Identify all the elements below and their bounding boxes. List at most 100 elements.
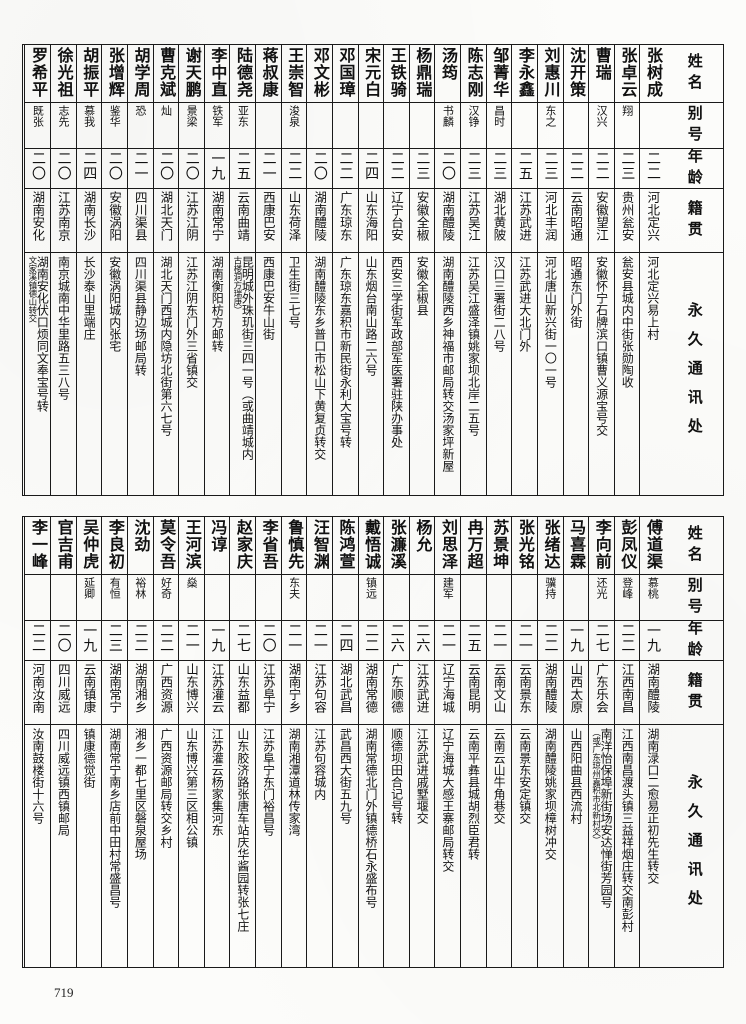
row-header-column: 姓名 别号 年龄 籍贯 永久通讯处 xyxy=(665,45,723,495)
person-age: 二三 xyxy=(491,151,508,181)
person-column[interactable]: 王铁骑 二二 辽宁台安 西安三学街军政部军医署驻陕办事处 xyxy=(383,45,409,495)
person-column[interactable]: 刘惠川 东之 二三 河北丰润 河北唐山新兴街一〇一号 xyxy=(536,45,563,495)
person-origin: 湖北黄陂 xyxy=(491,191,507,241)
person-column[interactable]: 宋元白 二四 山东海阳 山东烟台南山路二六号 xyxy=(357,45,384,495)
person-column[interactable]: 邓国璋 二二 广东琼东 广东琼东嘉积市新民街永利大宝号转 xyxy=(331,45,358,495)
person-column[interactable]: 戴悟诚 镇远 二二 湖南常德 湖南常德北门外镇德桥石永盛布号 xyxy=(357,517,384,967)
person-alias-cell xyxy=(256,103,281,149)
person-age: 二三 xyxy=(465,151,482,181)
person-origin-cell: 湖北武昌 xyxy=(332,661,358,725)
person-column[interactable]: 张增辉 鉴华 二〇 安徽涡阳 安徽涡阳城内张宅 xyxy=(101,45,127,495)
person-origin-cell: 江苏灌云 xyxy=(204,661,230,725)
person-column[interactable]: 王河滨燊二一 山东博兴 山东博兴第三区相公镇 xyxy=(178,517,204,967)
person-column[interactable]: 李省吾 二〇 江苏阜宁 江苏阜宁东门裕昌号 xyxy=(255,517,281,967)
person-origin-cell: 湖南长沙 xyxy=(76,189,102,253)
person-address-cell: 昭通东门外街 xyxy=(564,253,589,495)
person-name: 吴仲虎 xyxy=(80,519,100,570)
person-alias-cell xyxy=(256,575,281,621)
person-column[interactable]: 胡学周恐二一 四川渠县 四川渠县静边场邮局转 xyxy=(126,45,153,495)
person-name-cell: 杨允 xyxy=(409,517,435,575)
person-column[interactable]: 冯谆 一九 江苏灌云 江苏灌云杨家集河东 xyxy=(203,517,230,967)
person-origin-cell: 湖南常宁 xyxy=(204,189,230,253)
person-name: 曹瑞 xyxy=(592,47,612,81)
person-alias: 昌时 xyxy=(492,105,506,127)
person-column[interactable]: 汪智渊 二一 江苏句容 江苏句容城内 xyxy=(306,517,332,967)
person-column[interactable]: 李良初 有恒 二三 湖南常宁 湖南常宁南乡店前中田村常盛昌号 xyxy=(101,517,127,967)
person-alias-cell xyxy=(512,103,537,149)
person-column[interactable]: 官吉甫 二〇 四川威远 四川威远镇西镇邮局 xyxy=(50,517,76,967)
person-address-line2: 古楼洞方瑞庚） xyxy=(231,256,242,315)
person-column[interactable]: 蒋叔康 二一 西康巴安 西康巴安牛山街 xyxy=(255,45,281,495)
person-column[interactable]: 汤筠 书麟 二〇 湖南醴陵 湖南醴陵西乡神福市邮局转交汤家坪新屋 xyxy=(434,45,460,495)
row-header-alias: 别号 xyxy=(665,103,723,149)
person-address: 湖南醴陵西乡神福市邮局转交汤家坪新屋 xyxy=(440,256,455,472)
person-address: 山西阳曲县西流村 xyxy=(569,728,584,824)
person-age-cell: 二一 xyxy=(281,621,307,661)
person-alias: 汉兴 xyxy=(595,105,609,127)
person-address: 安徽全椒县 xyxy=(415,256,430,316)
person-column[interactable]: 胡振平 慕我 二四 湖南长沙 长沙泰山里端庄 xyxy=(75,45,102,495)
person-alias-cell xyxy=(332,575,358,621)
person-column[interactable]: 莫令吾 好奇 二二 广西资源 广西资源邮局转交乡村 xyxy=(152,517,179,967)
person-column[interactable]: 马喜霖 一九 山西太原 山西阳曲县西流村 xyxy=(562,517,589,967)
person-column[interactable]: 张绪达 骥持 二二 湖南醴陵 湖南醴陵姚家坝樟树冲交 xyxy=(536,517,563,967)
person-column[interactable]: 邓文彬 二〇 湖南醴陵 湖南醴陵东乡普口市松山下黄复贞转交 xyxy=(306,45,332,495)
person-column[interactable]: 张光铭 二一 云南景东 云南景东安定镇交 xyxy=(511,517,537,967)
person-age-cell: 二一 xyxy=(307,621,332,661)
person-age: 二一 xyxy=(286,623,303,653)
person-alias: 翔 xyxy=(620,105,634,116)
person-column[interactable]: 罗希平 既张 二〇 湖南安化 湖南安化伏口烦同文奉宝号转 文家溪镇德山转交 xyxy=(24,45,50,495)
person-column[interactable]: 陈鸿萱 二四 湖北武昌 武昌西大街五九号 xyxy=(331,517,358,967)
person-origin: 云南文山 xyxy=(491,663,507,713)
person-column[interactable]: 谢天鹏 景梁 二〇 江苏江阴 江苏江阴东门外三省镇交 xyxy=(178,45,204,495)
row-header-age: 年龄 xyxy=(665,621,723,661)
person-origin-cell: 湖南醴陵 xyxy=(307,189,332,253)
person-name: 张濂溪 xyxy=(387,519,407,570)
person-address: 河北定兴易上村 xyxy=(645,256,660,340)
person-address-cell: 南洋怡保埠新街场安达惮街芳园号 （或广东琼州嘉积市北新村交） xyxy=(589,725,614,967)
person-column[interactable]: 沈劲 裕林 二二 湖南湘乡 湘乡一都七里区磐泉屋场 xyxy=(126,517,153,967)
person-address-cell: 湖南安化伏口烦同文奉宝号转 文家溪镇德山转交 xyxy=(25,253,50,495)
person-column[interactable]: 陆德尧 亚东 二五 云南曲靖 昆明城外珠玑街三四一号（或曲靖城内 古楼洞方瑞庚） xyxy=(229,45,255,495)
person-column[interactable]: 李中直 铁军 一九 湖南常宁 湖南衡阳枋方邮转 xyxy=(203,45,230,495)
person-column[interactable]: 陈志刚 汉铮 二三 江苏吴江 江苏吴江盛泽镇姚家坝北岸二五号 xyxy=(460,45,486,495)
person-origin: 四川渠县 xyxy=(132,191,148,241)
person-column[interactable]: 李一峰 二二 河南汝南 汝南鼓楼街十六号 xyxy=(24,517,50,967)
row-header-label: 年龄 xyxy=(685,149,704,189)
person-column[interactable]: 张树成 二二 河北定兴 河北定兴易上村 xyxy=(639,45,665,495)
person-alias: 志先 xyxy=(57,105,71,127)
person-origin: 广东顺德 xyxy=(388,663,404,713)
person-column[interactable]: 王崇智 浚泉 二二 山东荷泽 卫生街三七号 xyxy=(280,45,307,495)
person-column[interactable]: 赵家庆 二七 山东益都 山东胶济路张唐车站庆华酱园转张七庄 xyxy=(229,517,255,967)
person-age-cell: 二二 xyxy=(281,149,307,189)
person-name-cell: 汤筠 xyxy=(435,45,460,103)
person-origin-cell: 山东益都 xyxy=(230,661,255,725)
person-column[interactable]: 杨鼎瑞 二三 安徽全椒 安徽全椒县 xyxy=(408,45,435,495)
person-column[interactable]: 鲁慎先 东夫 二一 湖南宁乡 湖南湘潭道林传家湾 xyxy=(280,517,307,967)
person-name: 宋元白 xyxy=(362,47,382,98)
person-column[interactable]: 张卓云翔二三 贵州瓮安 瓮安县城内中街张勋陶收 xyxy=(613,45,640,495)
person-column[interactable]: 邹菁华 昌时 二三 湖北黄陂 汉口三署街二八号 xyxy=(485,45,512,495)
person-age: 二二 xyxy=(337,151,354,181)
person-column[interactable]: 苏景坤 二一 云南文山 云南云山牛角巷交 xyxy=(485,517,512,967)
person-column[interactable]: 傅道渠 慕桃 一九 湖南醴陵 湖南渌口二愈易正初先生转交 xyxy=(639,517,665,967)
person-column[interactable]: 徐光祖 志先 二〇 江苏南京 南京城南中华里路五三八号 xyxy=(50,45,76,495)
person-alias-cell xyxy=(640,103,665,149)
person-column[interactable]: 冉万超 二五 云南昆明 云南平彝县城胡烈臣君转 xyxy=(460,517,486,967)
person-age: 二二 xyxy=(363,623,380,653)
person-name-cell: 彭凤仪 xyxy=(614,517,640,575)
person-name-cell: 曹克斌 xyxy=(153,45,179,103)
person-column[interactable]: 沈开策 二二 云南昭通 昭通东门外街 xyxy=(562,45,589,495)
person-name: 谢天鹏 xyxy=(182,47,202,98)
person-column[interactable]: 张濂溪 二六 广东顺德 顺德坝田合记号转 xyxy=(383,517,409,967)
person-column[interactable]: 刘思泽 建军 二一 辽宁海城 辽宁海城大感王寨邮局转交 xyxy=(434,517,460,967)
person-name-cell: 鲁慎先 xyxy=(281,517,307,575)
person-column[interactable]: 李永鑫 二五 江苏武进 江苏武进大北门外 xyxy=(511,45,537,495)
person-column[interactable]: 曹克斌灿二〇 湖北天门 湖北天门西城内隐坊北街第六七号 xyxy=(152,45,179,495)
person-column[interactable]: 曹瑞 汉兴 二二 安徽望江 安徽怀宁石牌滨口镇曹义源宝号交 xyxy=(588,45,614,495)
person-column[interactable]: 吴仲虎 延卿 一九 云南镇康 镇康德觉街 xyxy=(75,517,102,967)
person-column[interactable]: 彭凤仪 登峰 二二 江西南昌 江西南昌渡头镇三益祥烟庄转交南彭村 xyxy=(613,517,640,967)
person-column[interactable]: 李向前 还光 二七 广东乐会 南洋怡保埠新街场安达惮街芳园号 （或广东琼州嘉积市北新村交） xyxy=(588,517,614,967)
person-column[interactable]: 杨允 二六 江苏武进 江苏武进戚墅堰交 xyxy=(408,517,435,967)
person-age-cell: 二二 xyxy=(589,149,614,189)
